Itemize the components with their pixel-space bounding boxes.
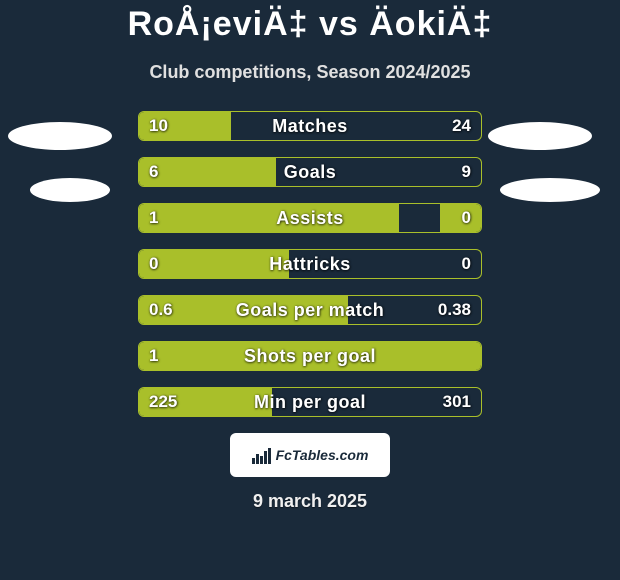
stat-fill-left	[139, 250, 289, 278]
stat-fill-left	[139, 112, 231, 140]
stat-row: 10Matches24	[138, 111, 482, 141]
chart-icon	[252, 446, 272, 464]
stat-fill-left	[139, 158, 276, 186]
stat-row: 1Shots per goal	[138, 341, 482, 371]
decor-oval	[30, 178, 110, 202]
date-label: 9 march 2025	[0, 491, 620, 512]
decor-oval	[488, 122, 592, 150]
stat-value-right: 0	[462, 250, 471, 278]
stat-fill-left	[139, 204, 399, 232]
page-title: RoÅ¡eviÄ‡ vs ÄokiÄ‡	[0, 5, 620, 44]
stat-fill-left	[139, 388, 272, 416]
stat-row: 225Min per goal301	[138, 387, 482, 417]
stat-row: 0Hattricks0	[138, 249, 482, 279]
stat-value-right: 9	[462, 158, 471, 186]
stat-value-right: 24	[452, 112, 471, 140]
stat-row-wrap: 1Assists0	[138, 203, 482, 233]
stat-fill-left	[139, 296, 348, 324]
stat-value-right: 301	[443, 388, 471, 416]
stats-panel: 10Matches24 6Goals9 1Assists0 0Hattricks0 0.…	[0, 111, 620, 417]
decor-oval	[8, 122, 112, 150]
brand-tag[interactable]: FcTables.com	[230, 433, 390, 477]
stat-row: 0.6Goals per match0.38	[138, 295, 482, 325]
decor-oval	[500, 178, 600, 202]
stat-value-right: 0.38	[438, 296, 471, 324]
stat-row: 1Assists0	[138, 203, 482, 233]
stat-fill-right	[440, 204, 481, 232]
brand-label: FcTables.com	[276, 447, 369, 463]
stat-row: 6Goals9	[138, 157, 482, 187]
stat-fill-left	[139, 342, 481, 370]
page-subtitle: Club competitions, Season 2024/2025	[0, 62, 620, 83]
